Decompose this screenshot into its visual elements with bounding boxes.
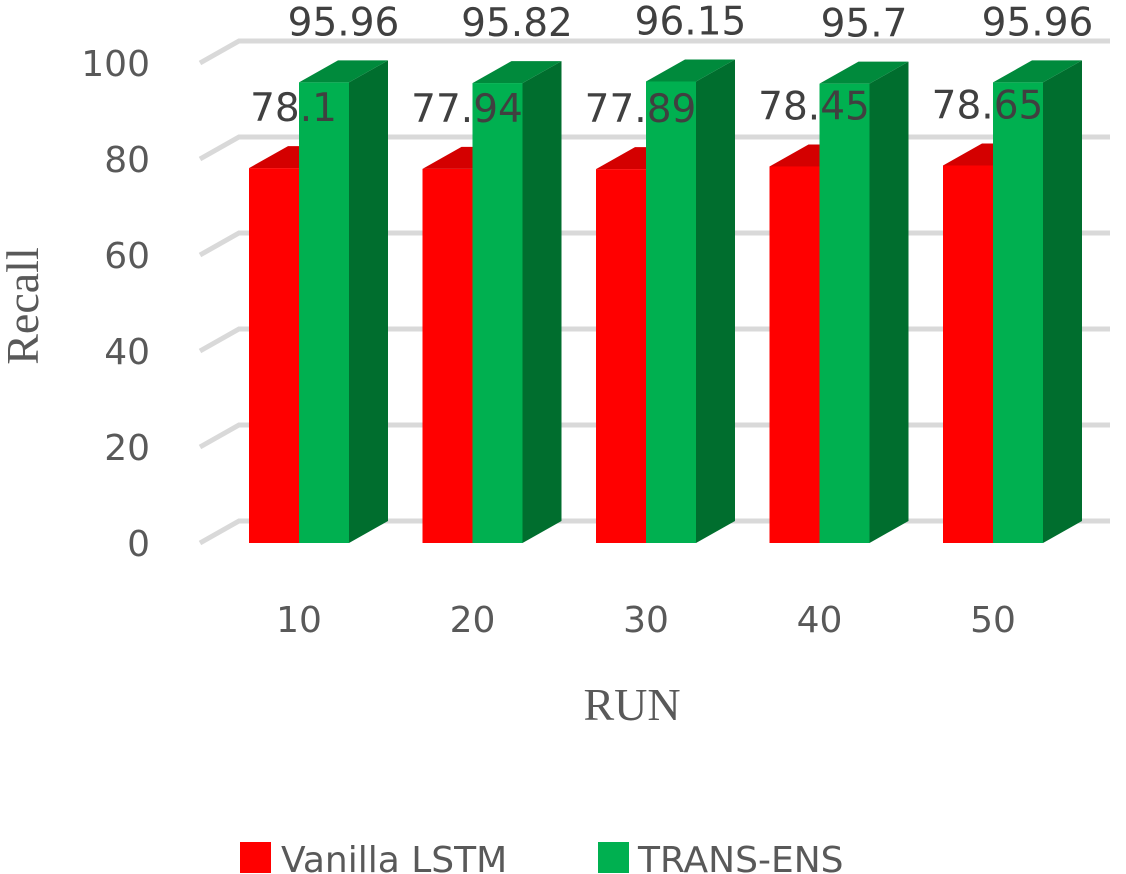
bar-trans-ens-50-top	[993, 60, 1082, 83]
y-tick-40: 40	[104, 332, 150, 373]
bars	[249, 59, 1082, 544]
y-tick-60: 60	[104, 236, 150, 277]
legend-swatch-vanilla-lstm	[240, 842, 271, 873]
data-label-vanilla-lstm-40: 78.45	[758, 84, 870, 129]
x-axis-ticks: 10 20 30 40 50	[276, 600, 1016, 641]
x-tick-30: 30	[623, 600, 669, 641]
bar-trans-ens-20-front	[472, 83, 523, 544]
bar-trans-ens-50-front	[993, 82, 1043, 543]
data-label-vanilla-lstm-50: 78.65	[932, 83, 1044, 128]
bar-vanilla-lstm-50-front	[943, 165, 993, 544]
data-label-trans-ens-40: 95.7	[821, 2, 908, 47]
data-label-trans-ens-30: 96.15	[635, 0, 747, 44]
bar-vanilla-lstm-20-front	[422, 168, 473, 543]
data-label-vanilla-lstm-30: 77.89	[585, 87, 697, 132]
legend-label-vanilla-lstm: Vanilla LSTM	[281, 840, 507, 874]
data-label-trans-ens-10: 95.96	[288, 0, 400, 45]
legend-item-trans-ens: TRANS-ENS	[598, 840, 843, 874]
bar-trans-ens-50	[993, 60, 1082, 543]
gridline-100	[198, 38, 1110, 66]
legend-item-vanilla-lstm: Vanilla LSTM	[240, 840, 507, 874]
bar-trans-ens-10-side	[349, 60, 388, 543]
bar-vanilla-lstm-10-front	[249, 168, 299, 543]
y-tick-0: 0	[127, 524, 150, 565]
data-label-trans-ens-50: 95.96	[982, 0, 1094, 45]
bar-trans-ens-10-front	[299, 82, 349, 543]
bar-trans-ens-30-top	[646, 59, 735, 82]
bar-trans-ens-30	[646, 59, 735, 543]
bar-trans-ens-40-front	[819, 83, 870, 543]
y-tick-20: 20	[104, 428, 150, 469]
bar-vanilla-lstm-40-front	[769, 166, 820, 543]
x-tick-40: 40	[797, 600, 843, 641]
bar-trans-ens-20-side	[522, 61, 562, 544]
data-label-trans-ens-20: 95.82	[461, 1, 573, 46]
x-tick-20: 20	[450, 600, 496, 641]
bar-trans-ens-10	[299, 60, 388, 543]
bar-trans-ens-40-side	[869, 61, 909, 543]
data-labels: 78.195.9677.9495.8277.8996.1578.4595.778…	[250, 0, 1093, 132]
y-tick-80: 80	[104, 140, 150, 181]
bar-trans-ens-20-top	[472, 61, 562, 84]
legend: Vanilla LSTM TRANS-ENS	[240, 840, 843, 874]
legend-label-trans-ens: TRANS-ENS	[637, 840, 843, 874]
bar-trans-ens-50-side	[1043, 60, 1082, 543]
x-axis-title: RUN	[583, 679, 680, 730]
x-tick-50: 50	[970, 600, 1016, 641]
bar-trans-ens-10-top	[299, 60, 388, 83]
y-axis-title: Recall	[0, 247, 48, 365]
legend-swatch-trans-ens	[598, 842, 629, 873]
bar-trans-ens-30-front	[646, 81, 696, 543]
bar-trans-ens-40	[819, 61, 909, 543]
y-axis-ticks: 0 20 40 60 80 100	[81, 44, 150, 565]
x-tick-10: 10	[276, 600, 322, 641]
bar-trans-ens-40-top	[819, 61, 909, 84]
data-label-vanilla-lstm-20: 77.94	[411, 87, 523, 132]
data-label-vanilla-lstm-10: 78.1	[250, 86, 337, 131]
bar-trans-ens-30-side	[696, 59, 735, 543]
bar-vanilla-lstm-30-front	[596, 169, 646, 544]
y-tick-100: 100	[81, 44, 150, 85]
bar-trans-ens-20	[472, 61, 562, 544]
